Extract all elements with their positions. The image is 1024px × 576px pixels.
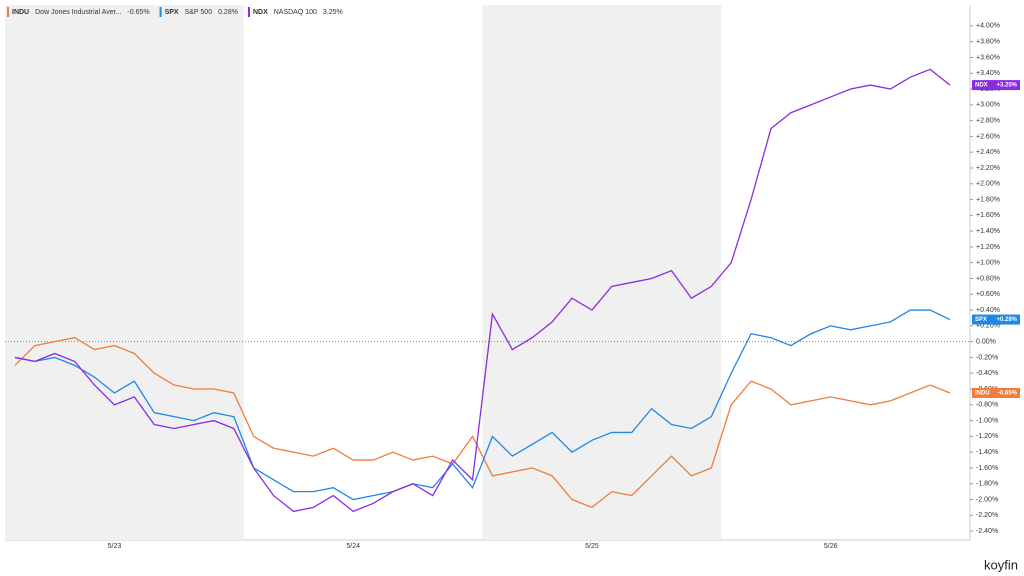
x-tick-label: 5/23 xyxy=(108,543,122,550)
y-tick-label: +3.00% xyxy=(976,102,1000,109)
price-tag-value: +3.25% xyxy=(996,83,1017,89)
y-tick-label: -1.60% xyxy=(976,465,998,472)
legend-ticker: NDX xyxy=(253,9,268,16)
logo: koyfin xyxy=(984,557,1018,572)
series-line xyxy=(14,309,951,501)
y-tick-label: +2.60% xyxy=(976,133,1000,140)
price-tag-ticker: INDU xyxy=(975,391,990,397)
x-tick-label: 5/25 xyxy=(585,543,599,550)
legend-ticker: INDU xyxy=(12,9,29,16)
y-tick-label: +1.60% xyxy=(976,212,1000,219)
legend-change: 0.28% xyxy=(218,9,238,16)
x-tick-label: 5/24 xyxy=(346,543,360,550)
price-tag-ticker: NDX xyxy=(975,83,988,89)
y-tick-label: -1.40% xyxy=(976,449,998,456)
y-tick-label: +1.80% xyxy=(976,196,1000,203)
legend-name: S&P 500 xyxy=(185,9,213,16)
y-tick-label: -1.20% xyxy=(976,433,998,440)
legend-swatch xyxy=(7,7,9,17)
legend-swatch xyxy=(247,7,250,17)
y-tick-label: -1.80% xyxy=(976,481,998,488)
price-tag-value: -0.65% xyxy=(998,391,1018,397)
y-tick-label: -0.20% xyxy=(976,354,998,361)
session-shade xyxy=(5,5,244,540)
legend-name: Dow Jones Industrial Aver... xyxy=(35,9,121,16)
y-tick-label: +0.40% xyxy=(976,307,1000,314)
y-tick-label: +0.20% xyxy=(976,323,1000,330)
legend-swatch xyxy=(159,7,162,17)
legend-ticker: SPX xyxy=(165,9,179,16)
y-tick-label: +1.00% xyxy=(976,260,1000,267)
y-tick-label: -2.40% xyxy=(976,528,998,535)
y-tick-label: +2.40% xyxy=(976,149,1000,156)
y-tick-label: +4.00% xyxy=(976,23,1000,30)
y-tick-label: -1.00% xyxy=(976,417,998,424)
legend-change: 3.25% xyxy=(323,9,343,16)
session-shade xyxy=(482,5,722,540)
y-tick-label: +1.20% xyxy=(976,244,1000,251)
price-tag xyxy=(972,387,1020,398)
y-tick-label: +3.60% xyxy=(976,54,1000,61)
y-tick-label: +3.80% xyxy=(976,39,1000,46)
price-tag-value: +0.28% xyxy=(996,317,1017,323)
y-tick-label: +2.00% xyxy=(976,181,1000,188)
legend-name: NASDAQ 100 xyxy=(274,9,317,16)
y-tick-label: -0.40% xyxy=(976,370,998,377)
y-tick-label: +0.60% xyxy=(976,291,1000,298)
y-tick-label: -0.80% xyxy=(976,402,998,409)
y-tick-label: +2.20% xyxy=(976,165,1000,172)
y-tick-label: +3.40% xyxy=(976,70,1000,77)
x-tick-label: 5/26 xyxy=(824,543,838,550)
price-tag xyxy=(972,80,1020,91)
y-tick-label: +0.80% xyxy=(976,275,1000,282)
legend-change: -0.65% xyxy=(127,9,149,16)
y-tick-label: 0.00% xyxy=(976,338,996,345)
y-tick-label: -2.00% xyxy=(976,496,998,503)
price-tag-ticker: SPX xyxy=(975,317,987,323)
series-line xyxy=(14,68,951,513)
y-tick-label: +1.40% xyxy=(976,228,1000,235)
y-tick-label: -2.20% xyxy=(976,512,998,519)
price-tag xyxy=(972,314,1020,325)
y-tick-label: +2.80% xyxy=(976,117,1000,124)
series-line xyxy=(14,337,951,509)
